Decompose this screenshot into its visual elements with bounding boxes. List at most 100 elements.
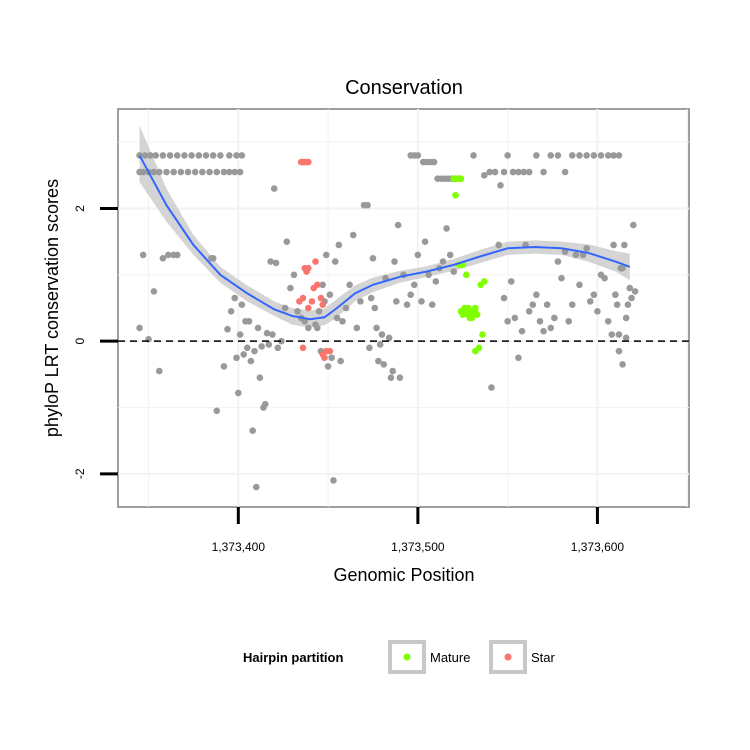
point-other bbox=[256, 374, 264, 381]
point-other bbox=[136, 324, 143, 332]
point-other bbox=[631, 288, 639, 295]
point-other bbox=[520, 168, 528, 176]
point-other bbox=[141, 152, 149, 159]
point-mature bbox=[463, 271, 470, 279]
point-other bbox=[515, 168, 522, 176]
point-other bbox=[243, 344, 251, 352]
point-other bbox=[294, 308, 301, 315]
point-mature bbox=[472, 304, 479, 312]
point-other bbox=[181, 152, 188, 159]
point-other bbox=[394, 221, 402, 229]
point-other bbox=[252, 483, 260, 491]
legend-label-star: Star bbox=[531, 650, 556, 665]
point-other bbox=[245, 317, 253, 325]
point-other bbox=[529, 301, 537, 308]
x-tick-label: 1,373,400 bbox=[212, 540, 266, 554]
point-other bbox=[604, 317, 612, 325]
point-other bbox=[378, 331, 386, 338]
point-other bbox=[615, 331, 623, 338]
point-other bbox=[226, 152, 233, 159]
smooth-line bbox=[138, 154, 631, 321]
point-other bbox=[263, 329, 271, 337]
point-other bbox=[525, 168, 533, 176]
point-other bbox=[373, 324, 380, 332]
legend-dot-star bbox=[504, 653, 512, 661]
legend-item-mature: Mature bbox=[388, 640, 470, 674]
point-star bbox=[317, 294, 325, 302]
point-other bbox=[561, 168, 569, 176]
point-other bbox=[486, 168, 493, 176]
point-other bbox=[281, 304, 289, 312]
point-other bbox=[439, 258, 447, 265]
point-other bbox=[231, 168, 239, 176]
point-other bbox=[536, 317, 544, 325]
smooth-curve bbox=[138, 154, 631, 321]
point-other bbox=[446, 251, 454, 259]
legend-label-mature: Mature bbox=[430, 650, 470, 665]
point-other bbox=[274, 344, 282, 352]
point-mature bbox=[472, 347, 479, 355]
point-other bbox=[597, 152, 605, 159]
point-other bbox=[547, 324, 555, 332]
point-other bbox=[236, 168, 244, 176]
point-other bbox=[330, 477, 337, 484]
point-other bbox=[515, 354, 522, 362]
point-other bbox=[139, 168, 147, 176]
point-other bbox=[586, 298, 594, 305]
point-other bbox=[425, 271, 432, 279]
point-other bbox=[500, 168, 508, 176]
point-other bbox=[236, 331, 244, 338]
point-other bbox=[624, 301, 632, 308]
point-other bbox=[139, 251, 147, 259]
point-other bbox=[518, 327, 526, 335]
point-mature bbox=[452, 191, 459, 199]
point-other bbox=[594, 308, 601, 315]
point-other bbox=[265, 341, 273, 348]
point-star bbox=[312, 258, 319, 265]
point-other bbox=[366, 344, 373, 352]
point-other bbox=[152, 152, 160, 159]
point-other bbox=[278, 337, 285, 345]
point-star bbox=[296, 298, 303, 305]
point-other bbox=[612, 291, 619, 299]
point-other bbox=[333, 314, 341, 322]
point-other bbox=[495, 241, 502, 249]
point-other bbox=[407, 291, 414, 299]
point-other bbox=[324, 363, 332, 370]
point-other bbox=[156, 367, 163, 375]
point-other bbox=[314, 324, 321, 332]
point-other bbox=[353, 324, 361, 332]
point-other bbox=[337, 357, 344, 365]
point-other bbox=[583, 152, 590, 159]
point-other bbox=[558, 274, 565, 282]
point-other bbox=[608, 331, 616, 338]
point-other bbox=[590, 291, 598, 299]
point-other bbox=[622, 314, 630, 322]
point-other bbox=[488, 384, 495, 391]
point-other bbox=[238, 152, 246, 159]
point-other bbox=[450, 268, 458, 275]
point-other bbox=[613, 301, 621, 308]
confidence-ribbon bbox=[139, 125, 630, 328]
point-other bbox=[150, 288, 158, 295]
point-other bbox=[525, 308, 533, 315]
point-other bbox=[470, 152, 477, 159]
point-other bbox=[199, 168, 206, 176]
point-other bbox=[247, 357, 255, 365]
point-other bbox=[150, 168, 158, 176]
point-other bbox=[258, 343, 265, 350]
point-other bbox=[249, 427, 256, 435]
point-other bbox=[540, 327, 547, 335]
point-other bbox=[159, 254, 167, 262]
point-other bbox=[233, 152, 240, 159]
point-other bbox=[576, 152, 583, 159]
point-other bbox=[621, 241, 628, 249]
point-other bbox=[568, 152, 576, 159]
point-other bbox=[375, 357, 382, 365]
y-tick-label: 0 bbox=[73, 338, 87, 345]
point-mature bbox=[457, 175, 465, 182]
x-axis-title: Genomic Position bbox=[333, 565, 474, 585]
point-other bbox=[414, 152, 422, 159]
point-other bbox=[315, 308, 323, 315]
point-star bbox=[319, 301, 327, 308]
